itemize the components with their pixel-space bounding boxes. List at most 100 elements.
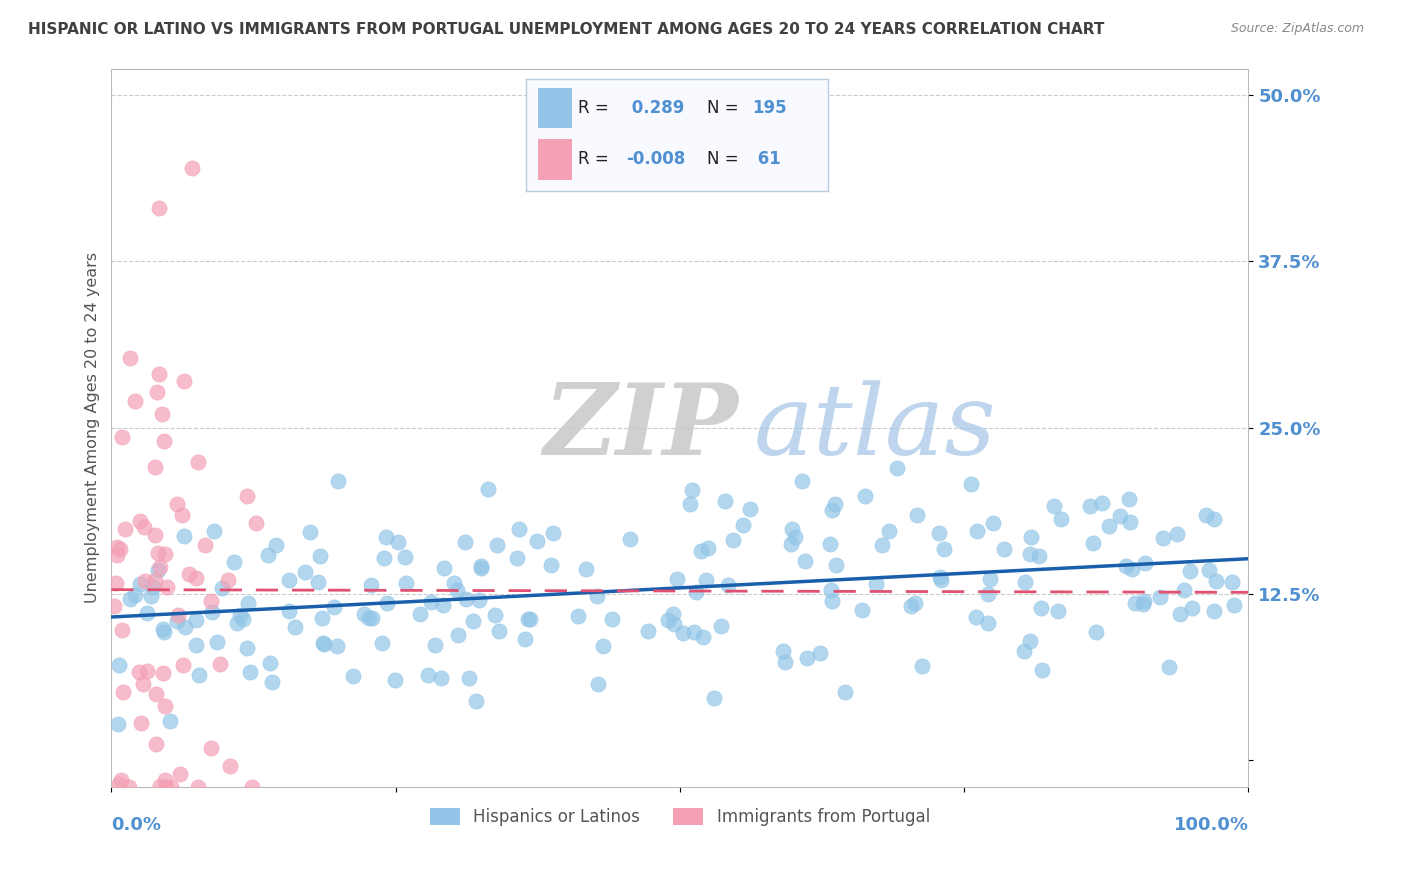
Hispanics or Latinos [657,613,679,627]
Immigrants from Portugal [200,740,222,755]
Hispanics or Latinos [586,590,609,604]
Hispanics or Latinos [508,522,530,536]
Immigrants from Portugal [111,623,134,637]
Hispanics or Latinos [540,558,562,572]
Hispanics or Latinos [928,525,950,540]
Hispanics or Latinos [977,587,1000,601]
Hispanics or Latinos [152,623,174,637]
Hispanics or Latinos [225,615,247,630]
Hispanics or Latinos [360,577,382,591]
Immigrants from Portugal [108,541,131,556]
Hispanics or Latinos [432,599,454,613]
Hispanics or Latinos [567,608,589,623]
Hispanics or Latinos [793,554,815,568]
Hispanics or Latinos [506,550,529,565]
Hispanics or Latinos [853,489,876,503]
Hispanics or Latinos [222,555,245,569]
Hispanics or Latinos [966,524,988,538]
Hispanics or Latinos [721,533,744,548]
Hispanics or Latinos [932,542,955,557]
Hispanics or Latinos [284,620,307,634]
Hispanics or Latinos [1042,499,1064,513]
Hispanics or Latinos [692,630,714,644]
Hispanics or Latinos [977,615,1000,630]
Hispanics or Latinos [370,636,392,650]
Hispanics or Latinos [454,592,477,607]
Immigrants from Portugal [152,407,174,421]
Hispanics or Latinos [202,524,225,538]
Immigrants from Portugal [103,599,125,613]
Immigrants from Portugal [167,608,190,623]
Immigrants from Portugal [152,666,174,681]
Hispanics or Latinos [1222,598,1244,612]
Hispanics or Latinos [879,524,901,538]
Hispanics or Latinos [236,596,259,610]
Hispanics or Latinos [1012,644,1035,658]
Hispanics or Latinos [679,496,702,510]
Hispanics or Latinos [446,583,468,598]
Hispanics or Latinos [1078,500,1101,514]
Hispanics or Latinos [1081,536,1104,550]
Hispanics or Latinos [173,529,195,543]
Hispanics or Latinos [682,624,704,639]
Text: Source: ZipAtlas.com: Source: ZipAtlas.com [1230,22,1364,36]
Hispanics or Latinos [665,572,688,586]
Hispanics or Latinos [277,604,299,618]
Hispanics or Latinos [1018,547,1040,561]
Hispanics or Latinos [159,714,181,728]
Hispanics or Latinos [309,549,332,564]
Immigrants from Portugal [134,574,156,589]
Immigrants from Portugal [128,514,150,528]
Immigrants from Portugal [169,766,191,780]
Immigrants from Portugal [172,508,194,522]
Hispanics or Latinos [468,592,491,607]
Hispanics or Latinos [1050,512,1073,526]
Hispanics or Latinos [187,668,209,682]
Immigrants from Portugal [132,677,155,691]
Hispanics or Latinos [685,584,707,599]
Immigrants from Portugal [143,459,166,474]
Hispanics or Latinos [418,668,440,682]
Hispanics or Latinos [260,674,283,689]
Hispanics or Latinos [461,614,484,628]
Hispanics or Latinos [1181,601,1204,615]
Immigrants from Portugal [146,384,169,399]
Hispanics or Latinos [312,637,335,651]
Hispanics or Latinos [886,460,908,475]
Hispanics or Latinos [1132,598,1154,612]
Hispanics or Latinos [229,608,252,623]
Hispanics or Latinos [207,635,229,649]
Hispanics or Latinos [211,581,233,595]
Hispanics or Latinos [851,603,873,617]
Hispanics or Latinos [139,589,162,603]
Text: atlas: atlas [754,380,997,475]
Hispanics or Latinos [232,612,254,626]
Hispanics or Latinos [900,599,922,613]
Hispanics or Latinos [1109,509,1132,524]
Hispanics or Latinos [1157,659,1180,673]
Hispanics or Latinos [454,535,477,549]
Immigrants from Portugal [105,548,128,562]
Hispanics or Latinos [820,502,842,516]
Hispanics or Latinos [772,644,794,658]
Hispanics or Latinos [373,550,395,565]
Immigrants from Portugal [194,538,217,552]
Immigrants from Portugal [146,546,169,560]
Hispanics or Latinos [695,573,717,587]
Immigrants from Portugal [153,699,176,714]
Hispanics or Latinos [929,569,952,583]
Hispanics or Latinos [681,483,703,497]
Hispanics or Latinos [1198,563,1220,577]
Immigrants from Portugal [179,566,201,581]
Hispanics or Latinos [1019,530,1042,544]
Immigrants from Portugal [110,773,132,788]
Immigrants from Portugal [217,573,239,587]
Hispanics or Latinos [312,636,335,650]
Hispanics or Latinos [387,535,409,549]
Hispanics or Latinos [311,611,333,625]
Hispanics or Latinos [905,508,928,523]
Hispanics or Latinos [731,517,754,532]
Hispanics or Latinos [1046,604,1069,618]
Hispanics or Latinos [477,482,499,496]
Hispanics or Latinos [353,607,375,621]
